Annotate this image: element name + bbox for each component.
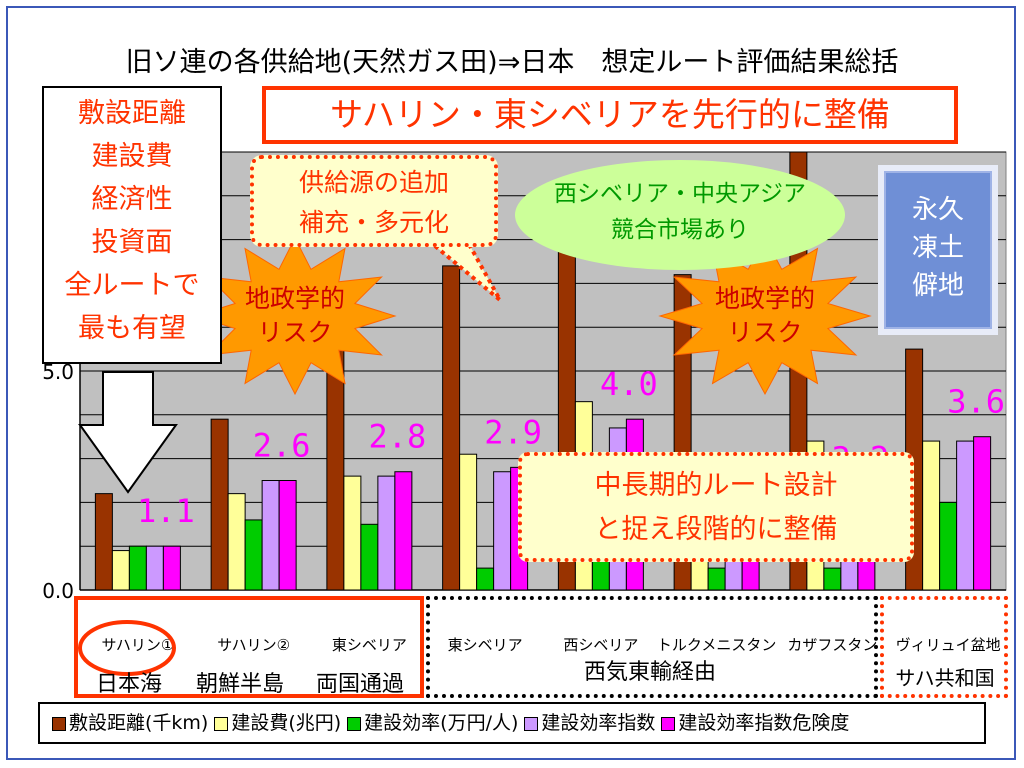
headline-text: サハリン・東シベリアを先行的に整備 xyxy=(330,95,890,134)
bar xyxy=(493,471,512,591)
data-label: 4.0 xyxy=(600,365,658,403)
bar xyxy=(94,493,113,591)
group-label-japan-sea: 日本海 xyxy=(95,672,162,697)
legend-swatch xyxy=(524,716,539,731)
category-label: トルクメニスタン xyxy=(657,636,776,654)
bar xyxy=(244,519,263,591)
group-label-two-countries: 両国通過 xyxy=(315,672,404,697)
supply-line: 供給源の追加 xyxy=(298,168,449,197)
bar xyxy=(922,440,941,591)
midterm-line: と捉え段階的に整備 xyxy=(594,514,838,545)
legend-swatch xyxy=(52,716,66,731)
x-axis: サハリン① サハリン② 東シベリア 東シベリア 西シベリア トルクメニスタン カザフスタン ヴ… xyxy=(101,636,1000,654)
category-label: 東シベリア xyxy=(332,636,407,654)
data-label: 2.8 xyxy=(368,418,426,456)
category-label: 西シベリア xyxy=(563,636,638,654)
permafrost-box: 永久 凍土 僻地 xyxy=(878,165,998,335)
supply-line: 補充・多元化 xyxy=(298,208,449,237)
bar xyxy=(210,418,229,591)
bar xyxy=(360,523,379,591)
group-label-west-east: 西気東輸経由 xyxy=(583,660,716,685)
bar xyxy=(939,501,958,591)
competition-line: 西シベリア・中央アジア xyxy=(553,181,807,207)
permafrost-line: 凍土 xyxy=(911,233,964,263)
category-label: サハリン② xyxy=(217,636,290,654)
legend-label: 建設効率(万円/人) xyxy=(364,712,519,734)
permafrost-line: 僻地 xyxy=(911,271,964,301)
midterm-line: 中長期的ルート設計 xyxy=(594,470,838,501)
legend-label: 建設費(兆円) xyxy=(231,712,342,734)
down-arrow-icon xyxy=(78,371,178,494)
geo-risk-burst-right xyxy=(658,236,872,396)
bar xyxy=(823,567,842,591)
geo-risk-line: リスク xyxy=(727,318,803,347)
headline-box: サハリン・東シベリアを先行的に整備 xyxy=(262,86,958,144)
group-label-korea: 朝鮮半島 xyxy=(195,672,284,697)
bar xyxy=(442,265,461,591)
geo-risk-label-right: 地政学的 リスク xyxy=(685,282,845,350)
y-tick-label: 0.0 xyxy=(42,579,74,603)
data-label: 3.6 xyxy=(947,383,1005,421)
bar xyxy=(111,550,130,591)
supply-callout-tail xyxy=(433,244,502,302)
y-tick-label: 5.0 xyxy=(42,360,74,384)
left-summary-box: 敷設距離 建設費 経済性 投資面 全ルートで 最も有望 xyxy=(42,86,222,364)
group-box-sakhalin-korea xyxy=(74,596,424,698)
sakhalin1-highlight-circle xyxy=(78,620,176,676)
bar xyxy=(476,567,495,591)
midterm-callout: 中長期的ルート設計 と捉え段階的に整備 xyxy=(518,452,914,562)
bar xyxy=(394,471,413,591)
competition-oval xyxy=(515,160,845,270)
group-box-west-east xyxy=(426,596,878,698)
category-label: 東シベリア xyxy=(448,636,523,654)
left-box-line: 敷設距離 xyxy=(78,98,186,129)
category-label: ヴィリュイ盆地 xyxy=(896,636,1001,654)
data-label: 1.1 xyxy=(137,492,195,530)
legend-label: 敷設距離(千km) xyxy=(69,712,209,734)
bar xyxy=(459,453,478,591)
overlays xyxy=(78,160,872,676)
geo-risk-line: 地政学的 xyxy=(714,284,815,313)
group-label-sakha: サハ共和国 xyxy=(895,666,995,690)
supply-callout: 供給源の追加 補充・多元化 xyxy=(250,155,498,247)
bar xyxy=(162,545,181,591)
bar xyxy=(128,545,147,591)
bar xyxy=(227,493,246,591)
group-box-sakha xyxy=(880,596,1008,698)
bar xyxy=(343,475,362,591)
data-label: 2.9 xyxy=(484,413,542,451)
left-box-line: 最も有望 xyxy=(78,313,186,344)
bar xyxy=(261,480,280,591)
geo-risk-line: リスク xyxy=(257,318,333,347)
slide-frame xyxy=(6,6,1016,760)
competition-line: 競合市場あり xyxy=(611,217,749,243)
left-box-line: 全ルートで xyxy=(64,270,200,301)
legend-label: 建設効率指数危険度 xyxy=(678,712,850,734)
legend-swatch xyxy=(347,716,362,731)
geo-risk-line: 地政学的 xyxy=(244,284,345,313)
data-label: 2.6 xyxy=(253,427,311,465)
legend-swatch xyxy=(661,716,676,731)
legend-label: 建設効率指数 xyxy=(541,712,656,734)
left-box-line: 投資面 xyxy=(91,227,173,258)
bar xyxy=(956,440,975,591)
category-label: カザフスタン xyxy=(787,636,877,654)
bar xyxy=(973,436,992,591)
geo-risk-label-left: 地政学的 リスク xyxy=(220,282,370,350)
legend: 敷設距離(千km) 建設費(兆円) 建設効率(万円/人) 建設効率指数 建設効率指数危険… xyxy=(38,702,986,744)
category-label: サハリン① xyxy=(101,636,174,654)
bar xyxy=(145,545,164,591)
permafrost-line: 永久 xyxy=(911,195,964,225)
bar xyxy=(707,567,726,591)
competition-text: 西シベリア・中央アジア 競合市場あり xyxy=(515,176,845,248)
bar xyxy=(278,480,297,591)
left-box-line: 経済性 xyxy=(91,184,173,215)
left-box-line: 建設費 xyxy=(91,141,173,172)
bar xyxy=(377,475,396,591)
legend-swatch xyxy=(214,716,229,731)
slide-title: 旧ソ連の各供給地(天然ガス田)⇒日本 想定ルート評価結果総括 xyxy=(125,47,899,78)
